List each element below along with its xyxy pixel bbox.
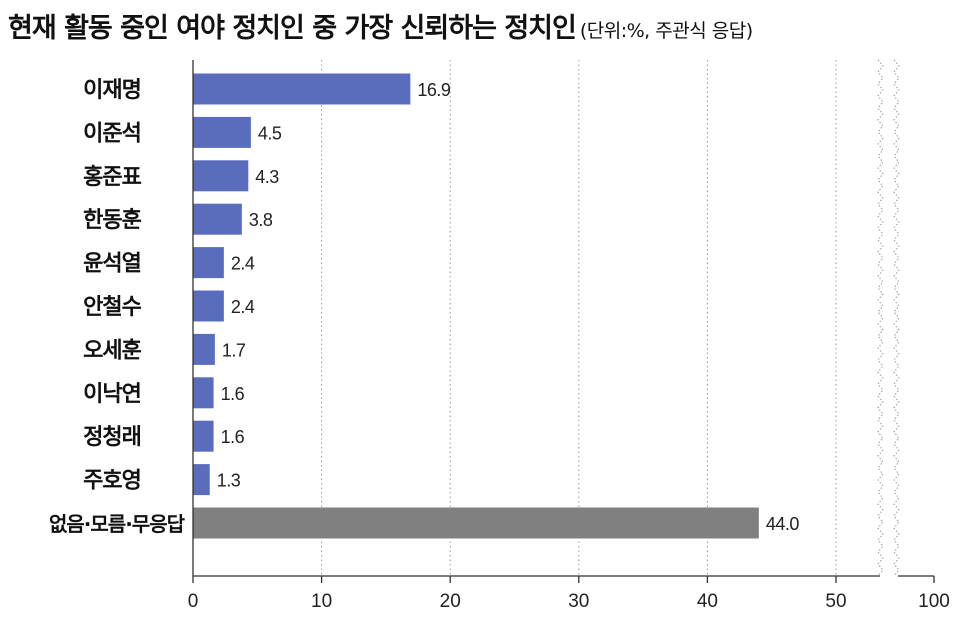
bar-value-label: 44.0: [766, 514, 800, 534]
x-tick-label: 30: [568, 591, 589, 612]
bar: [193, 290, 224, 322]
bar: [193, 333, 215, 365]
category-label: 오세훈: [83, 338, 141, 363]
bar: [193, 507, 759, 539]
x-tick-label: 50: [825, 591, 846, 612]
category-label: 주호영: [83, 469, 141, 494]
category-label: 홍준표: [83, 165, 141, 190]
bar-value-label: 4.5: [258, 123, 282, 143]
bar: [193, 377, 214, 409]
bar: [193, 160, 249, 192]
category-label: 이재명: [83, 78, 141, 103]
x-tick-label: 20: [440, 591, 461, 612]
bar-value-label: 1.6: [221, 384, 245, 404]
bar-value-label: 2.4: [231, 254, 255, 274]
bar: [193, 464, 210, 496]
bar-value-label: 3.8: [249, 210, 273, 230]
bar: [193, 420, 214, 452]
axis-break-gap: [880, 60, 898, 584]
category-label: 안철수: [83, 295, 141, 320]
bar-value-label: 1.6: [221, 427, 245, 447]
x-tick-label: 10: [311, 591, 332, 612]
bar-value-label: 2.4: [231, 297, 255, 317]
category-label: 이준석: [83, 121, 141, 146]
x-tick-label: 100: [918, 591, 950, 612]
category-label: 정청래: [83, 425, 141, 450]
x-tick-label: 40: [697, 591, 718, 612]
chart-title-block: 현재 활동 중인 여야 정치인 중 가장 신뢰하는 정치인 (단위:%, 주관식 …: [8, 6, 753, 45]
category-label: 한동훈: [83, 208, 141, 233]
category-label: 윤석열: [83, 252, 141, 277]
bar: [193, 116, 251, 148]
bar-value-label: 16.9: [417, 80, 451, 100]
x-tick-label: 0: [188, 591, 199, 612]
bar-value-label: 1.7: [222, 340, 246, 360]
chart-title: 현재 활동 중인 여야 정치인 중 가장 신뢰하는 정치인: [8, 13, 577, 44]
category-label: 없음·모름·무응답: [49, 512, 186, 536]
category-label: 이낙연: [83, 382, 141, 407]
bar-value-label: 4.3: [255, 167, 279, 187]
bar: [193, 247, 224, 279]
bar-value-label: 1.3: [217, 471, 241, 491]
bar: [193, 73, 411, 105]
bar: [193, 203, 242, 235]
chart-subtitle: (단위:%, 주관식 응답): [579, 20, 753, 42]
